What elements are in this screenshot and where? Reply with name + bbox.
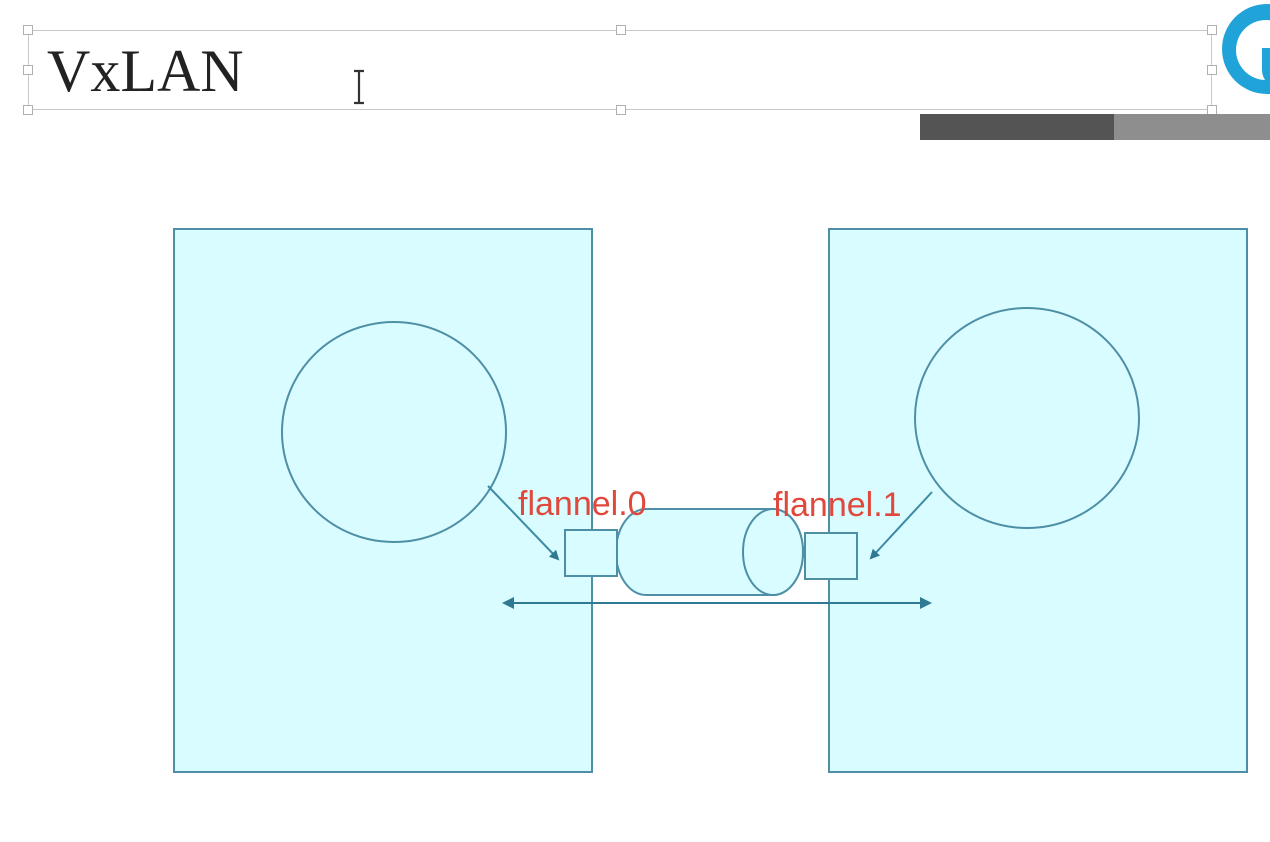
flannel0-interface-box	[564, 529, 618, 577]
right-container-arrow	[869, 491, 933, 560]
right-container-circle	[914, 307, 1140, 529]
title-text-box[interactable]: VxLAN	[23, 25, 1217, 115]
text-cursor-icon	[354, 69, 364, 105]
resize-handle-middle-left[interactable]	[23, 65, 33, 75]
flannel0-label: flannel.0	[518, 485, 647, 523]
left-container-circle	[281, 321, 507, 543]
left-container-arrow	[487, 485, 560, 561]
header-bar-light	[1114, 114, 1270, 140]
resize-handle-top-right[interactable]	[1207, 25, 1217, 35]
resize-handle-top-middle[interactable]	[616, 25, 626, 35]
resize-handle-top-left[interactable]	[23, 25, 33, 35]
resize-handle-bottom-middle[interactable]	[616, 105, 626, 115]
resize-handle-bottom-left[interactable]	[23, 105, 33, 115]
flannel1-label: flannel.1	[773, 486, 902, 524]
resize-handle-middle-right[interactable]	[1207, 65, 1217, 75]
vxlan-tunnel-cylinder	[615, 508, 804, 596]
header-bar-dark	[920, 114, 1114, 140]
slide-title[interactable]: VxLAN	[47, 38, 244, 104]
flannel1-interface-box	[804, 532, 858, 580]
